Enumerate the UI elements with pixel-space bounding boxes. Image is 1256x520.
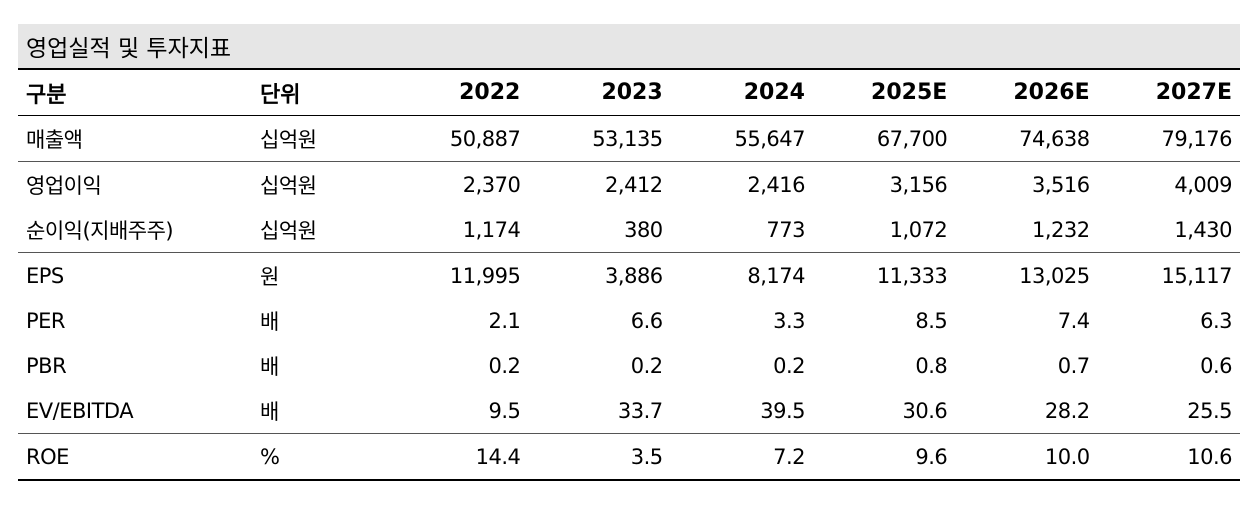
row-label: 순이익(지배주주) — [26, 218, 174, 243]
row-label: EV/EBITDA — [26, 398, 134, 423]
row-label: PER — [26, 308, 66, 333]
value-cell: 28.2 — [1044, 398, 1090, 423]
value-cell: 53,135 — [592, 126, 663, 151]
value-cell: 0.2 — [773, 353, 805, 378]
value-cell: 6.6 — [630, 308, 663, 333]
table-row: PER 배 2.1 6.6 3.3 8.5 7.4 6.3 — [18, 298, 1240, 343]
row-label: ROE — [26, 444, 69, 469]
value-cell: 0.2 — [488, 353, 521, 378]
row-unit: 배 — [260, 309, 279, 334]
row-unit: 원 — [260, 264, 279, 289]
value-cell: 2,412 — [605, 172, 663, 197]
row-unit: 십억원 — [260, 173, 317, 198]
value-cell: 1,232 — [1031, 217, 1090, 242]
value-cell: 79,176 — [1161, 126, 1233, 151]
value-cell: 14.4 — [475, 444, 521, 469]
value-cell: 15,117 — [1161, 263, 1233, 288]
value-cell: 25.5 — [1187, 398, 1232, 423]
table-row: EPS 원 11,995 3,886 8,174 11,333 13,025 15,117 — [18, 253, 1240, 299]
table-row: 순이익(지배주주) 십억원 1,174 380 773 1,072 1,232 1,430 — [18, 207, 1240, 253]
value-cell: 2,416 — [747, 172, 805, 197]
value-cell: 7.2 — [773, 444, 805, 469]
header-year-2024: 2024 — [743, 80, 805, 105]
value-cell: 11,995 — [449, 263, 521, 288]
value-cell: 10.0 — [1044, 444, 1090, 469]
row-label: 매출액 — [26, 127, 83, 152]
value-cell: 3,886 — [605, 263, 663, 288]
value-cell: 39.5 — [760, 398, 805, 423]
header-year-2027e: 2027E — [1155, 80, 1232, 105]
table-title: 영업실적 및 투자지표 — [18, 24, 1240, 70]
value-cell: 3,516 — [1031, 172, 1090, 197]
value-cell: 13,025 — [1019, 263, 1090, 288]
value-cell: 55,647 — [734, 126, 806, 151]
value-cell: 3,156 — [889, 172, 948, 197]
value-cell: 4,009 — [1174, 172, 1232, 197]
financial-table: 구분 단위 2022 2023 2024 2025E 2026E 2027E 매… — [18, 70, 1240, 481]
value-cell: 74,638 — [1019, 126, 1090, 151]
row-unit: 십억원 — [260, 218, 317, 243]
header-year-2025e: 2025E — [871, 80, 948, 105]
value-cell: 50,887 — [449, 126, 521, 151]
value-cell: 10.6 — [1187, 444, 1232, 469]
header-category: 구분 — [26, 82, 67, 108]
value-cell: 8.5 — [915, 308, 948, 333]
value-cell: 0.8 — [915, 353, 948, 378]
header-unit: 단위 — [260, 82, 301, 108]
value-cell: 30.6 — [902, 398, 948, 423]
value-cell: 11,333 — [876, 263, 948, 288]
table-row: 매출액 십억원 50,887 53,135 55,647 67,700 74,638 79,1… — [18, 116, 1240, 162]
financial-table-container: 영업실적 및 투자지표 구분 단위 2022 2023 2024 2025E 2… — [18, 24, 1240, 481]
value-cell: 3.3 — [773, 308, 805, 333]
value-cell: 8,174 — [747, 263, 805, 288]
value-cell: 3.5 — [630, 444, 663, 469]
value-cell: 0.6 — [1200, 353, 1232, 378]
value-cell: 7.4 — [1057, 308, 1090, 333]
header-year-2022: 2022 — [459, 80, 521, 105]
row-unit: 십억원 — [260, 127, 317, 152]
value-cell: 1,430 — [1174, 217, 1232, 242]
row-unit: 배 — [260, 399, 279, 424]
value-cell: 33.7 — [617, 398, 663, 423]
header-year-2026e: 2026E — [1013, 80, 1090, 105]
value-cell: 1,072 — [889, 217, 948, 242]
header-row: 구분 단위 2022 2023 2024 2025E 2026E 2027E — [18, 70, 1240, 116]
table-body: 매출액 십억원 50,887 53,135 55,647 67,700 74,638 79,1… — [18, 116, 1240, 480]
value-cell: 380 — [624, 217, 663, 242]
value-cell: 2,370 — [462, 172, 521, 197]
row-unit: % — [260, 444, 280, 469]
value-cell: 773 — [766, 217, 805, 242]
table-row: 영업이익 십억원 2,370 2,412 2,416 3,156 3,516 4,009 — [18, 162, 1240, 208]
row-label: PBR — [26, 353, 67, 378]
value-cell: 9.5 — [488, 398, 521, 423]
value-cell: 0.7 — [1057, 353, 1090, 378]
header-year-2023: 2023 — [601, 80, 663, 105]
table-row: PBR 배 0.2 0.2 0.2 0.8 0.7 0.6 — [18, 343, 1240, 388]
table-row: EV/EBITDA 배 9.5 33.7 39.5 30.6 28.2 25.5 — [18, 388, 1240, 434]
row-unit: 배 — [260, 354, 279, 379]
row-label: EPS — [26, 263, 64, 288]
value-cell: 67,700 — [876, 126, 948, 151]
row-label: 영업이익 — [26, 173, 102, 198]
value-cell: 6.3 — [1200, 308, 1232, 333]
table-row: ROE% 14.4 3.5 7.2 9.6 10.0 10.6 — [18, 434, 1240, 480]
value-cell: 1,174 — [462, 217, 521, 242]
value-cell: 0.2 — [630, 353, 663, 378]
value-cell: 9.6 — [915, 444, 948, 469]
value-cell: 2.1 — [488, 308, 521, 333]
